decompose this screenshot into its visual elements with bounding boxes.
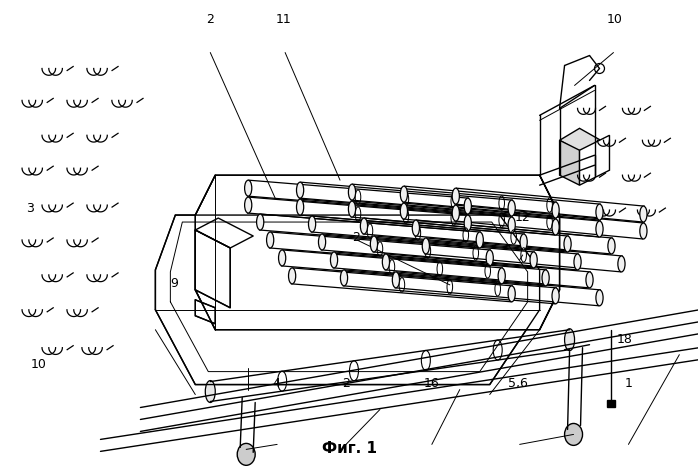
Ellipse shape [401,186,408,202]
Ellipse shape [552,219,559,235]
Ellipse shape [401,203,408,219]
Text: 2: 2 [206,13,214,26]
Ellipse shape [452,205,459,221]
Text: 4: 4 [273,377,280,390]
Text: Фиг. 1: Фиг. 1 [322,441,377,456]
Ellipse shape [331,252,338,268]
Text: 10: 10 [31,358,47,371]
Ellipse shape [319,234,326,250]
Ellipse shape [452,188,459,204]
Ellipse shape [640,206,647,222]
Ellipse shape [498,268,505,284]
Ellipse shape [464,198,471,214]
Polygon shape [195,230,230,308]
Ellipse shape [464,215,471,231]
Text: 1: 1 [625,377,633,390]
Text: 2: 2 [352,231,361,244]
Polygon shape [579,135,610,185]
Ellipse shape [340,270,347,286]
Ellipse shape [508,200,515,216]
Text: 9: 9 [170,277,178,290]
Ellipse shape [308,216,316,232]
Polygon shape [560,140,579,185]
Ellipse shape [530,252,538,268]
Ellipse shape [289,268,296,284]
Ellipse shape [618,256,625,272]
Ellipse shape [520,234,527,250]
Ellipse shape [370,236,377,252]
Ellipse shape [245,180,252,196]
Polygon shape [155,215,540,385]
Ellipse shape [206,381,215,403]
Ellipse shape [382,254,389,270]
Polygon shape [195,300,215,324]
Polygon shape [560,128,610,157]
Text: 2: 2 [342,377,350,390]
Bar [607,400,616,408]
Text: 16: 16 [424,377,440,390]
Ellipse shape [412,220,419,236]
Ellipse shape [237,443,255,465]
Text: 3: 3 [26,201,34,215]
Ellipse shape [348,201,356,217]
Ellipse shape [266,232,274,248]
Polygon shape [195,175,560,330]
Text: 12: 12 [514,211,531,224]
Ellipse shape [296,199,303,215]
Ellipse shape [552,288,559,304]
Ellipse shape [278,250,286,266]
Text: 18: 18 [617,333,633,346]
Ellipse shape [565,329,575,350]
Ellipse shape [245,197,252,213]
Ellipse shape [392,272,400,288]
Ellipse shape [596,204,603,220]
Ellipse shape [574,254,581,270]
Text: 11: 11 [275,13,291,26]
Ellipse shape [508,286,515,302]
Ellipse shape [348,184,356,200]
Text: 10: 10 [607,13,623,26]
Ellipse shape [608,238,615,254]
Ellipse shape [596,221,603,237]
Ellipse shape [586,272,593,288]
Ellipse shape [552,202,559,218]
Ellipse shape [361,218,368,234]
Ellipse shape [640,223,647,239]
Ellipse shape [476,232,483,248]
Ellipse shape [257,214,264,230]
Ellipse shape [542,270,549,286]
Ellipse shape [296,182,303,198]
Ellipse shape [486,250,493,266]
Ellipse shape [564,236,571,252]
Text: 5,6: 5,6 [508,377,528,390]
Ellipse shape [508,217,515,233]
Ellipse shape [422,238,429,254]
Ellipse shape [565,423,582,446]
Ellipse shape [596,290,603,306]
